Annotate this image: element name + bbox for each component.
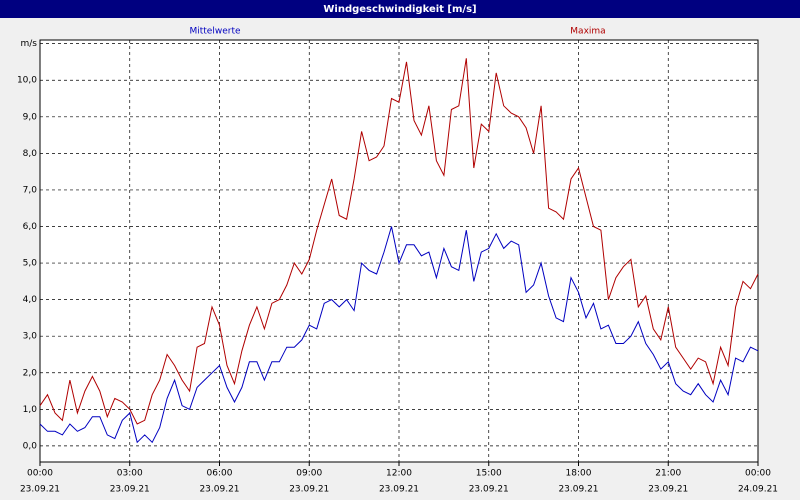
- x-tick-label: 21:00: [655, 469, 681, 479]
- x-tick-date: 23.09.21: [199, 485, 239, 495]
- x-tick-date: 23.09.21: [110, 485, 150, 495]
- x-tick-date: 23.09.21: [289, 485, 329, 495]
- x-tick-label: 00:00: [745, 469, 771, 479]
- y-tick-label: 9,0: [23, 112, 38, 122]
- series-line: [39, 58, 759, 425]
- chart-title: Windgeschwindigkeit [m/s]: [323, 4, 476, 15]
- x-tick-date: 23.09.21: [20, 485, 60, 495]
- y-tick-label: 6,0: [23, 222, 38, 232]
- y-tick-label: m/s: [21, 39, 38, 49]
- title-bar: [0, 0, 800, 18]
- y-tick-label: 10,0: [17, 76, 37, 86]
- y-tick-label: 4,0: [23, 295, 38, 305]
- x-tick-date: 23.09.21: [469, 485, 509, 495]
- x-tick-date: 23.09.21: [648, 485, 688, 495]
- x-tick-label: 06:00: [207, 469, 233, 479]
- y-tick-label: 2,0: [23, 368, 38, 378]
- x-tick-label: 18:00: [566, 469, 592, 479]
- y-tick-label: 0,0: [23, 441, 38, 451]
- y-tick-label: 5,0: [23, 259, 38, 269]
- x-tick-date: 24.09.21: [738, 485, 778, 495]
- x-tick-label: 09:00: [296, 469, 322, 479]
- x-tick-date: 23.09.21: [558, 485, 598, 495]
- y-tick-label: 3,0: [23, 332, 38, 342]
- x-tick-label: 03:00: [117, 469, 143, 479]
- y-tick-label: 1,0: [23, 405, 38, 415]
- y-tick-label: 8,0: [23, 149, 38, 159]
- x-tick-label: 15:00: [476, 469, 502, 479]
- x-tick-date: 23.09.21: [379, 485, 419, 495]
- x-tick-label: 00:00: [27, 469, 53, 479]
- series-line: [39, 226, 759, 444]
- legend-label: Maxima: [570, 27, 605, 37]
- y-tick-label: 7,0: [23, 185, 38, 195]
- x-tick-label: 12:00: [386, 469, 412, 479]
- legend-label: Mittelwerte: [189, 27, 240, 37]
